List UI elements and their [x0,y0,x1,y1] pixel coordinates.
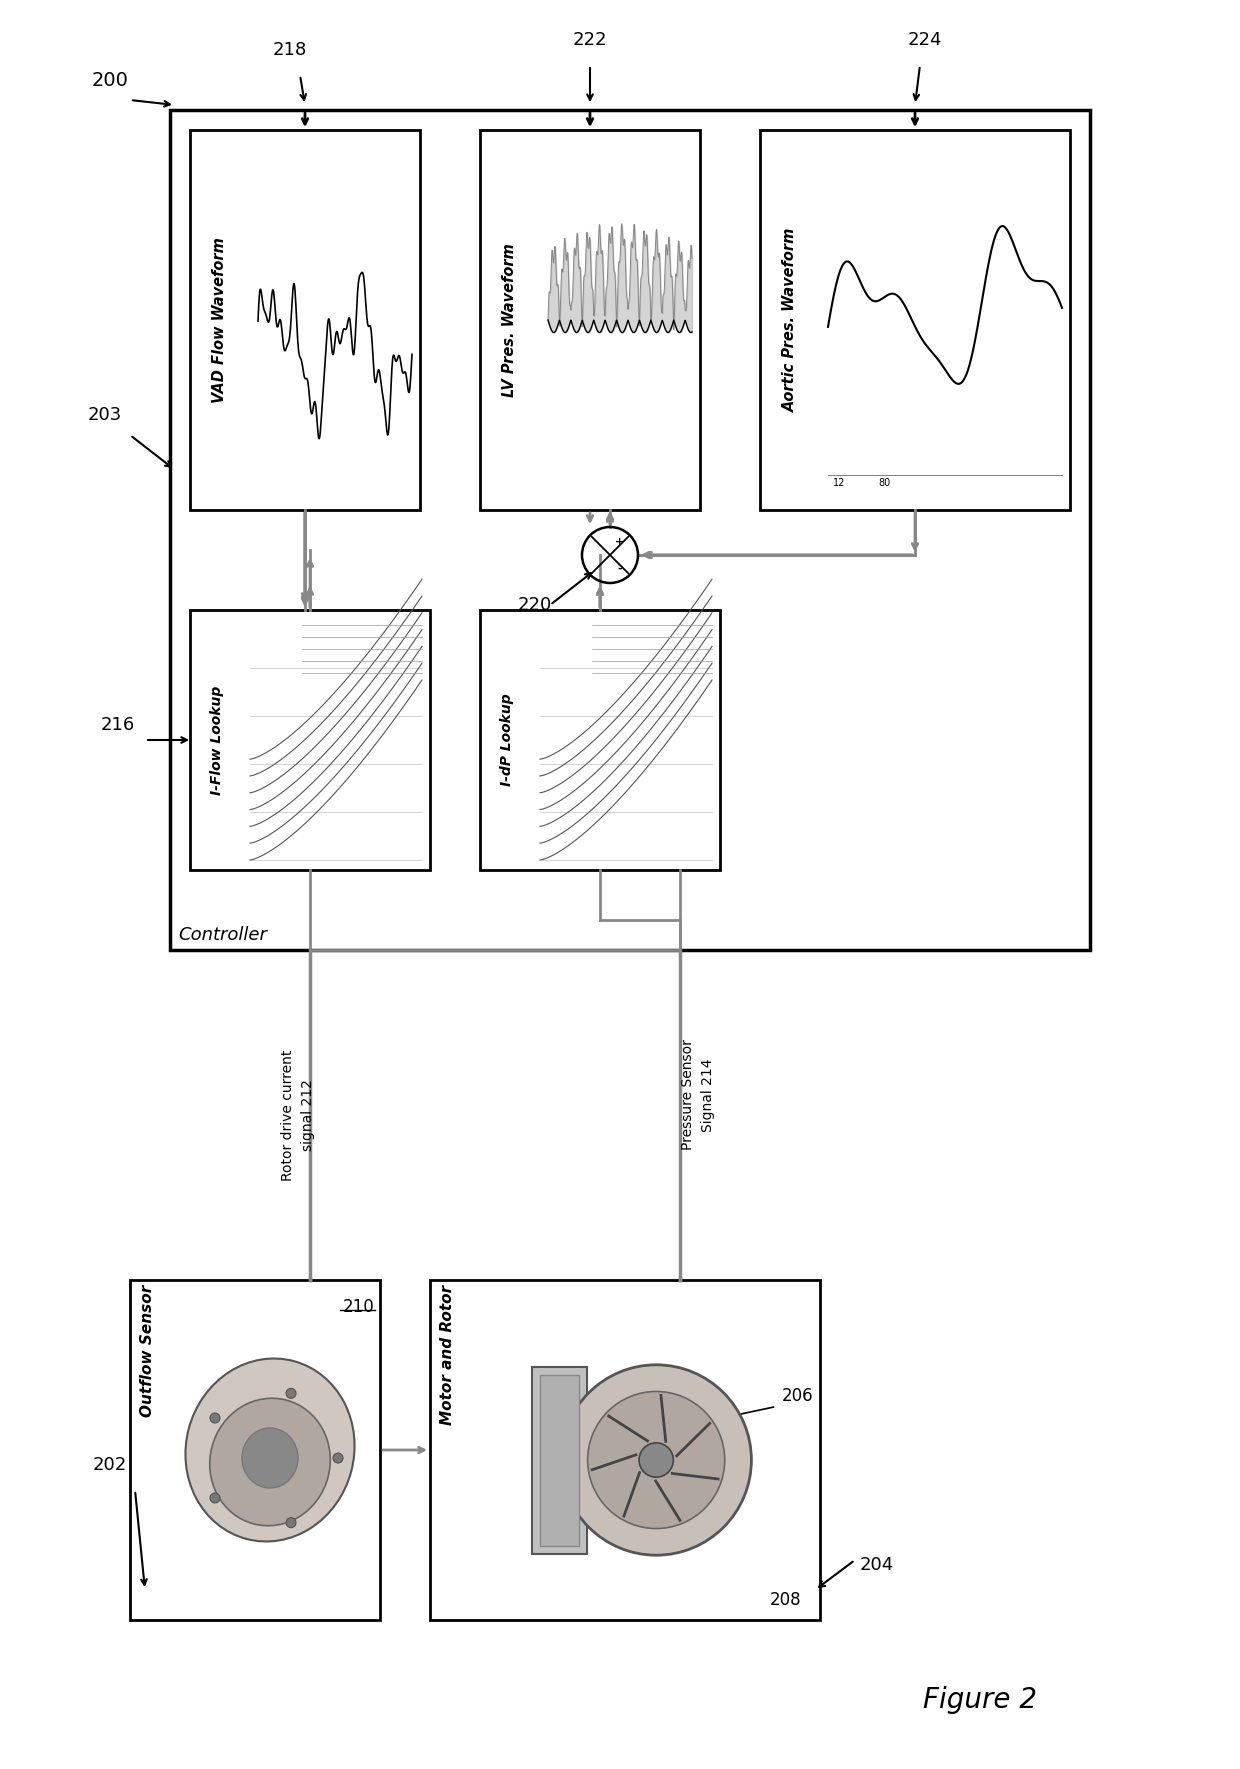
Bar [190,129,420,509]
Bar [430,1281,820,1620]
Bar [760,129,1070,509]
Circle shape [334,1452,343,1463]
Text: Figure 2: Figure 2 [923,1686,1037,1714]
Text: 204: 204 [861,1557,894,1574]
Text: 224: 224 [908,32,942,50]
Text: I-Flow Lookup: I-Flow Lookup [211,685,224,794]
Text: 80: 80 [878,478,890,488]
Text: VAD Flow Waveform: VAD Flow Waveform [212,237,227,403]
Text: Outflow Sensor: Outflow Sensor [140,1284,155,1417]
Text: LV Pres. Waveform: LV Pres. Waveform [502,242,517,396]
Bar [541,1375,579,1546]
Circle shape [588,1392,724,1528]
Ellipse shape [210,1398,330,1525]
Bar [480,129,701,509]
Ellipse shape [186,1359,355,1541]
Text: Aortic Pres. Waveform: Aortic Pres. Waveform [782,228,797,412]
Circle shape [286,1389,296,1398]
Circle shape [560,1366,751,1555]
Text: 200: 200 [92,71,129,90]
Text: 222: 222 [573,32,608,50]
Text: Motor and Rotor: Motor and Rotor [440,1284,455,1426]
Bar [190,610,430,870]
Bar [480,610,720,870]
Bar [130,1281,379,1620]
Text: 220: 220 [518,596,552,614]
Bar [532,1366,588,1553]
Text: Pressure Sensor
Signal 214: Pressure Sensor Signal 214 [681,1040,714,1150]
Text: 218: 218 [273,41,308,58]
Bar [170,110,1090,950]
Text: 210: 210 [343,1298,374,1316]
Text: Rotor drive current
signal 212: Rotor drive current signal 212 [281,1049,315,1180]
Text: 208: 208 [770,1590,801,1610]
Circle shape [639,1444,673,1477]
Text: 202: 202 [93,1456,128,1474]
Text: 206: 206 [781,1387,813,1405]
Text: -: - [618,564,622,573]
Text: +: + [615,538,625,547]
Ellipse shape [242,1428,298,1488]
Circle shape [210,1493,219,1504]
Text: 203: 203 [88,407,122,425]
Text: 216: 216 [100,716,135,734]
Circle shape [286,1518,296,1528]
Circle shape [210,1413,219,1422]
Text: Controller: Controller [179,925,267,945]
Text: 12: 12 [833,478,846,488]
Text: I-dP Lookup: I-dP Lookup [501,693,515,785]
